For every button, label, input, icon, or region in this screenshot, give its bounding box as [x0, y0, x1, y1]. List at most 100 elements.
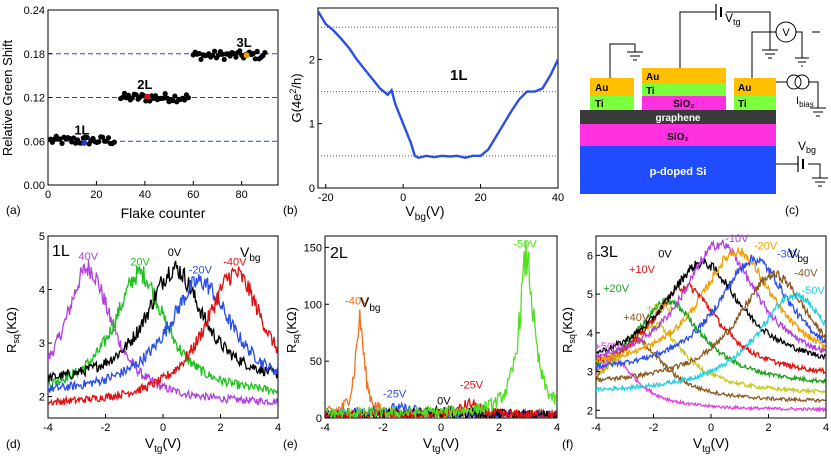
- data-point: [233, 54, 239, 60]
- panel-f-ytick-label: 3: [587, 367, 593, 379]
- gate-ti-label: Ti: [646, 86, 655, 97]
- right-ti-layer: [734, 96, 776, 110]
- silicon-label: p-doped Si: [650, 166, 707, 178]
- panel-d-ylabel: Rsq(KΩ): [4, 307, 21, 353]
- oxide-label: SiO₂: [667, 132, 689, 143]
- right-au-label: Au: [738, 83, 751, 94]
- left-ti-layer: [590, 96, 634, 110]
- panel-f-ytick-label: 4: [587, 328, 593, 340]
- series-label: 20V: [130, 256, 150, 268]
- voltmeter-label: V: [782, 27, 790, 39]
- data-point: [119, 94, 126, 101]
- series-label: -30V: [777, 248, 801, 260]
- series-label: +30V: [646, 303, 673, 315]
- panel-d-title: 1L: [52, 243, 70, 260]
- panel-f-xtick-label: -2: [649, 422, 659, 434]
- data-point: [250, 50, 256, 57]
- panel-d-ytick-label: 2: [39, 392, 45, 404]
- panel-f-ytick-label: 2: [587, 405, 593, 417]
- series-label: +20V: [603, 283, 630, 295]
- current-source-icon: [786, 74, 802, 90]
- panel-b-xtick-label: 20: [474, 192, 486, 204]
- highlight-point: [144, 93, 151, 100]
- panel-d-xtick-label: 4: [275, 422, 281, 434]
- panel-b-ytick-label: 2: [309, 54, 315, 66]
- panel-a-ylabel: Relative Green Shift: [0, 39, 15, 156]
- data-point: [121, 90, 128, 96]
- panel-e-xtick-label: 0: [438, 422, 444, 434]
- panel-d-xlabel: Vtg(V): [145, 435, 181, 455]
- panel-e-ytick-label: 0: [316, 413, 322, 425]
- panel-a-ytick-label: 0.18: [24, 49, 45, 61]
- data-point: [125, 92, 131, 98]
- panel-b-ylabel: G(4e2/h): [288, 73, 304, 122]
- data-point: [211, 48, 218, 54]
- panel-b-xtick-label: 0: [400, 192, 406, 204]
- data-point: [133, 92, 139, 98]
- highlight-point: [243, 52, 250, 59]
- series-line--40V: [596, 269, 826, 383]
- panel-e-xlabel: Vtg(V): [423, 435, 459, 455]
- panel-f-xtick-label: -4: [591, 422, 601, 434]
- panel-e-xtick-label: -2: [378, 422, 388, 434]
- data-point: [198, 56, 204, 63]
- panel-e-label: (e): [283, 437, 298, 451]
- panel-a-ytick-label: 0.06: [24, 136, 45, 148]
- data-point: [147, 98, 153, 104]
- panel-d-ytick-label: 4: [39, 285, 45, 297]
- highlight-point: [81, 139, 88, 146]
- panel-b-ytick-label: 1: [309, 119, 315, 131]
- data-point: [185, 95, 192, 101]
- series-label: -50V: [801, 285, 825, 297]
- data-point: [71, 135, 77, 141]
- panel-a-xlabel: Flake counter: [121, 205, 206, 221]
- series-label: 0V: [658, 248, 672, 260]
- data-point: [57, 136, 63, 142]
- panel-d-ytick-label: 3: [39, 338, 45, 350]
- panel-f-ytick-label: 6: [587, 250, 593, 262]
- panel-a-ytick-label: 0.12: [24, 93, 45, 105]
- series-line--20V: [48, 274, 278, 393]
- panel-d-xtick-label: -4: [43, 422, 53, 434]
- series-line--50V: [596, 292, 826, 393]
- series-line--10V: [596, 239, 826, 360]
- series-label: 40V: [78, 251, 98, 263]
- panel-b-xtick-label: 40: [552, 192, 564, 204]
- data-point: [100, 134, 106, 140]
- series-label: -25V: [383, 389, 407, 401]
- panel-f-ytick-label: 5: [587, 289, 593, 301]
- cluster-label: 3L: [237, 35, 252, 50]
- series-label: +40V: [623, 312, 650, 324]
- panel-e-ylabel: Rsq(KΩ): [284, 307, 301, 353]
- voltmeter-icon: [775, 21, 797, 43]
- panel-b-annotation: 1L: [450, 67, 468, 84]
- series-label: -20V: [189, 265, 213, 277]
- silicon-layer: [580, 146, 776, 194]
- data-point: [160, 95, 166, 101]
- panel-a-xtick-label: 0: [45, 189, 51, 201]
- series-label: -20V: [754, 241, 778, 253]
- panel-e-ytick-label: 100: [304, 299, 322, 311]
- series-line-0V: [596, 258, 826, 361]
- panel-e-xtick-label: 2: [496, 422, 502, 434]
- panel-f-xtick-label: 0: [708, 422, 714, 434]
- series-line-+50V: [596, 356, 826, 413]
- series-line-1L: [318, 10, 558, 160]
- panel-e-2L-resistance: -4 -2 0 2 4 0 50 100 150 -40V -25V 0V -25V -50V 2L V…: [283, 235, 560, 455]
- top-oxide-label: SiO₂: [673, 99, 695, 110]
- data-point: [105, 135, 112, 141]
- series-label: -25V: [460, 379, 484, 391]
- panel-d-label: (d): [6, 437, 21, 451]
- panel-b-xlabel: Vbg(V): [405, 203, 444, 223]
- series-label: -40V: [345, 295, 369, 307]
- gate-au-contact: [642, 68, 726, 84]
- series-label: -40V: [223, 256, 247, 268]
- left-au-contact: [590, 78, 634, 96]
- panel-f-xlabel: Vtg(V): [693, 435, 729, 455]
- panel-a-xtick-label: 40: [139, 189, 151, 201]
- series-line--20V: [596, 247, 826, 363]
- panel-e-ytick-label: 50: [310, 356, 322, 368]
- panel-b-frame: [317, 7, 559, 189]
